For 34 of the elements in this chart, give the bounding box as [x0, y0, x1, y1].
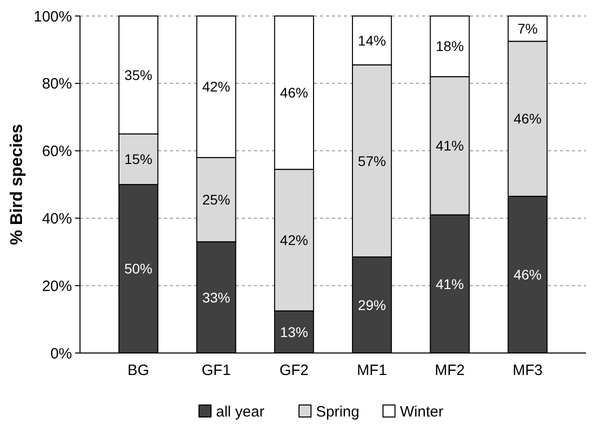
- data-label: 29%: [358, 296, 386, 313]
- x-tick-label: GF2: [279, 362, 309, 379]
- data-label: 7%: [518, 20, 538, 37]
- data-label: 13%: [280, 324, 308, 340]
- y-tick-label: 80%: [42, 76, 72, 93]
- data-label: 42%: [202, 78, 230, 95]
- data-label: 42%: [280, 232, 308, 248]
- data-label: 41%: [436, 276, 464, 292]
- x-tick-label: MF1: [356, 362, 387, 379]
- data-label: 41%: [436, 138, 464, 154]
- x-tick-label: MF2: [434, 362, 465, 379]
- x-tick-label: GF1: [202, 362, 231, 379]
- x-tick-label: MF3: [512, 362, 543, 379]
- y-tick-label: 100%: [34, 8, 72, 26]
- data-label: 33%: [202, 289, 230, 306]
- x-tick-label: BG: [128, 362, 150, 379]
- data-label: 46%: [514, 110, 542, 127]
- y-tick-label: 60%: [42, 143, 72, 160]
- y-tick-label: 40%: [42, 210, 72, 228]
- legend-label: Spring: [316, 403, 360, 420]
- data-label: 46%: [280, 84, 308, 101]
- y-axis-title: % Bird species: [7, 124, 26, 245]
- data-label: 50%: [124, 260, 152, 277]
- legend-label: all year: [216, 403, 264, 420]
- legend-label: Winter: [400, 403, 444, 420]
- y-tick-label: 0%: [50, 345, 72, 362]
- data-label: 25%: [202, 192, 230, 208]
- y-tick-label: 20%: [42, 278, 72, 295]
- data-label: 57%: [358, 152, 386, 169]
- data-label: 35%: [124, 66, 152, 83]
- data-label: 15%: [124, 151, 152, 168]
- data-label: 46%: [514, 266, 542, 283]
- data-label: 14%: [358, 32, 386, 48]
- data-label: 18%: [436, 38, 464, 54]
